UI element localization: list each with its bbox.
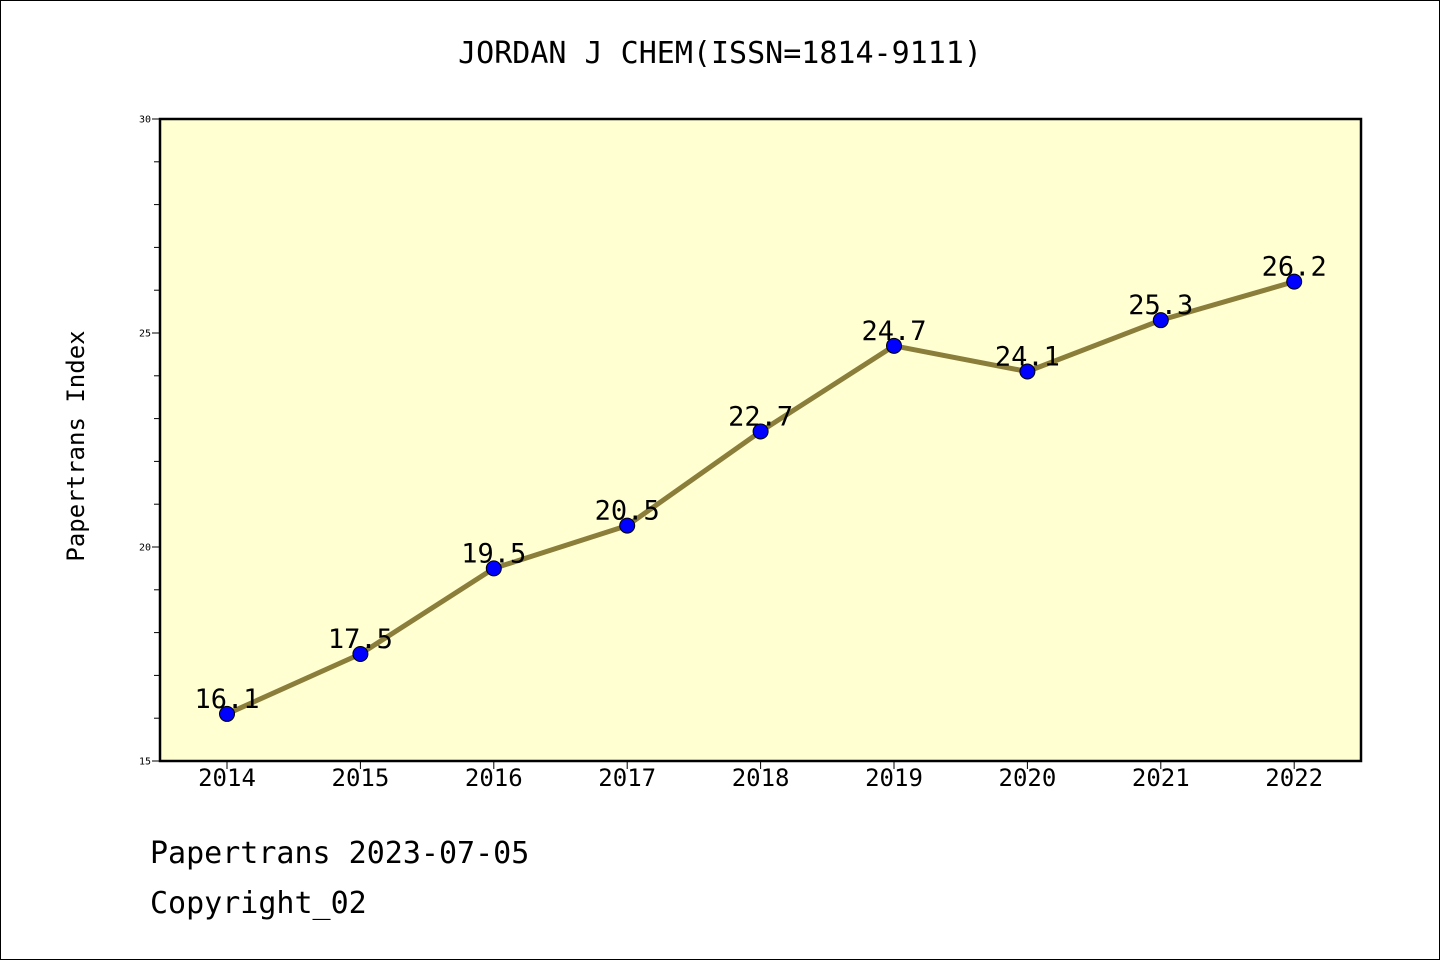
data-point [886, 337, 902, 354]
data-point [219, 705, 235, 722]
data-point [1286, 273, 1303, 290]
chart-title: JORDAN J CHEM(ISSN=1814-9111) [458, 36, 982, 71]
y-tick-label: 20 [139, 543, 151, 554]
y-tick-label: 15 [139, 757, 151, 768]
footer-copyright: Copyright_02 [150, 886, 367, 921]
data-point [619, 517, 636, 534]
x-tick-label: 2016 [465, 764, 523, 792]
data-point [1152, 312, 1169, 329]
data-point [752, 423, 769, 440]
x-tick-label: 2020 [999, 764, 1057, 792]
y-tick-label: 30 [139, 115, 151, 126]
x-tick-label: 2019 [865, 764, 923, 792]
footer-date: Papertrans 2023-07-05 [150, 836, 530, 871]
data-point [1019, 363, 1036, 380]
x-tick-label: 2015 [332, 764, 390, 792]
x-tick-label: 2022 [1265, 764, 1323, 792]
x-tick-label: 2021 [1132, 764, 1190, 792]
x-tick-label: 2017 [598, 764, 656, 792]
x-tick-label: 2014 [198, 764, 256, 792]
data-point [352, 646, 369, 662]
y-tick-label: 25 [139, 329, 151, 340]
data-point [485, 560, 502, 577]
x-tick-label: 2018 [732, 764, 790, 792]
